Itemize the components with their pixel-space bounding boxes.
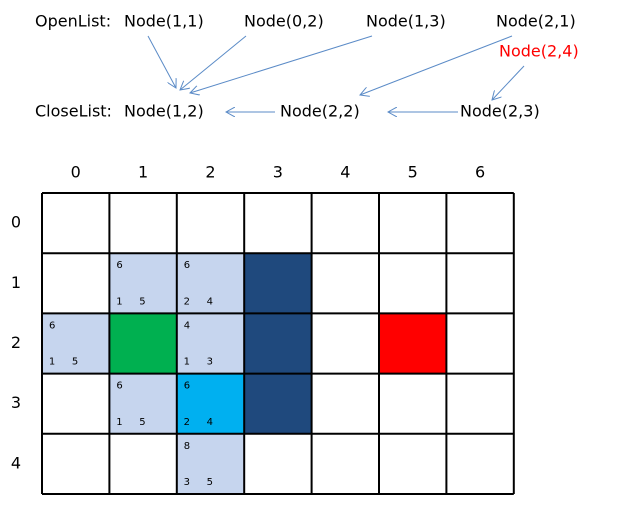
row-label: 1	[11, 273, 21, 292]
g-cost: 2	[184, 296, 190, 307]
h-cost: 5	[139, 296, 145, 307]
cell	[109, 313, 177, 374]
f-cost: 4	[184, 320, 190, 331]
f-cost: 6	[184, 260, 190, 271]
f-cost: 8	[184, 441, 190, 452]
open-node: Node(1,3)	[366, 12, 446, 31]
added-node: Node(2,4)	[499, 42, 579, 61]
close-node: Node(2,2)	[280, 102, 360, 121]
row-label: 3	[11, 393, 21, 412]
column-label: 1	[138, 163, 148, 182]
open-node: Node(1,1)	[124, 12, 204, 31]
open-list-label: OpenList:	[35, 12, 111, 31]
cell	[379, 313, 447, 374]
column-label: 6	[475, 163, 485, 182]
close-list-label: CloseList:	[35, 102, 112, 121]
column-label: 4	[340, 163, 350, 182]
h-cost: 4	[207, 296, 213, 307]
grid: 0 1 2 3 4 5 6 0 1 2 3 4 6 1 5 6 2 4 6 1 5 4 1 3 6 1 5 6 2 4 8 3 5	[11, 163, 515, 495]
h-cost: 3	[207, 357, 213, 368]
arrow	[360, 35, 513, 95]
g-cost: 1	[116, 417, 122, 428]
row-label: 2	[11, 333, 21, 352]
arrow	[147, 35, 176, 88]
open-node: Node(2,1)	[496, 12, 576, 31]
row-label: 4	[11, 453, 21, 472]
cell	[42, 313, 110, 374]
column-label: 5	[408, 163, 418, 182]
cell	[176, 373, 245, 434]
f-cost: 6	[116, 260, 122, 271]
f-cost: 6	[184, 381, 190, 392]
close-node: Node(1,2)	[124, 102, 204, 121]
cell	[176, 313, 245, 374]
g-cost: 1	[116, 296, 122, 307]
g-cost: 1	[49, 357, 55, 368]
cell	[176, 433, 245, 494]
h-cost: 5	[139, 417, 145, 428]
cell	[109, 373, 177, 434]
column-label: 0	[71, 163, 81, 182]
cell	[109, 253, 177, 314]
cell	[176, 253, 245, 314]
row-label: 0	[11, 213, 21, 232]
g-cost: 2	[184, 417, 190, 428]
cell	[244, 313, 312, 374]
cell	[244, 253, 312, 314]
g-cost: 3	[184, 477, 190, 488]
arrow	[190, 35, 373, 93]
column-label: 3	[273, 163, 283, 182]
close-node: Node(2,3)	[460, 102, 540, 121]
g-cost: 1	[184, 357, 190, 368]
h-cost: 5	[72, 357, 78, 368]
open-node: Node(0,2)	[244, 12, 324, 31]
arrow	[180, 35, 247, 90]
f-cost: 6	[116, 381, 122, 392]
column-label: 2	[205, 163, 215, 182]
f-cost: 6	[49, 320, 55, 331]
cell	[244, 373, 312, 434]
h-cost: 5	[207, 477, 213, 488]
h-cost: 4	[207, 417, 213, 428]
arrow	[492, 65, 525, 100]
